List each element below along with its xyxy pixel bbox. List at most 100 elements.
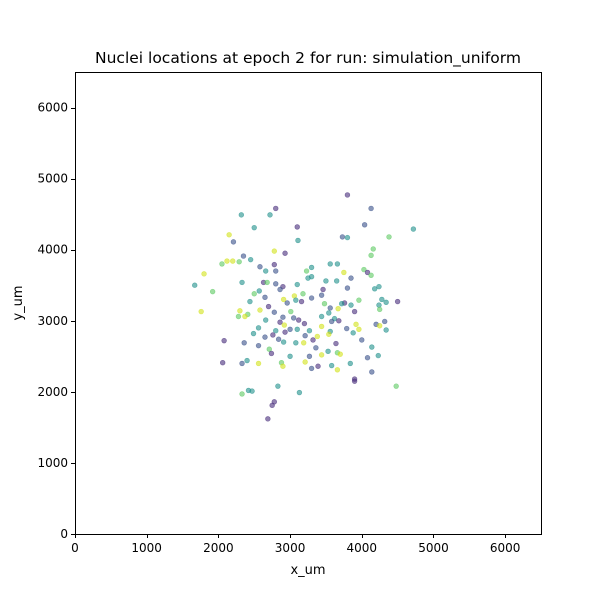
data-point (318, 292, 325, 298)
data-point (209, 288, 216, 295)
data-point (280, 296, 287, 303)
data-point (280, 363, 286, 369)
data-point (379, 296, 385, 303)
data-point (275, 336, 282, 342)
data-point (301, 320, 308, 327)
data-point (271, 248, 278, 254)
data-point (219, 360, 226, 366)
data-point (306, 328, 313, 334)
y-axis-label: y_um (11, 285, 26, 320)
data-point (386, 234, 392, 240)
data-point (294, 326, 300, 332)
data-point (393, 383, 399, 389)
data-point (327, 305, 333, 311)
data-point (249, 388, 255, 394)
data-point (320, 286, 326, 293)
data-point (334, 261, 341, 267)
y-tick-label: 5000 (37, 172, 68, 186)
data-point (235, 313, 242, 320)
y-tick-label: 4000 (37, 243, 68, 257)
x-axis-label: x_um (290, 563, 325, 578)
data-point (219, 261, 225, 267)
data-point (251, 224, 257, 231)
data-point (314, 333, 321, 340)
data-point (348, 302, 354, 308)
data-point (334, 367, 341, 373)
data-point (264, 279, 270, 286)
x-tick-label: 4000 (346, 541, 377, 555)
data-point (356, 326, 362, 332)
data-point (341, 269, 347, 276)
data-point (239, 279, 245, 286)
data-point (328, 362, 335, 369)
data-point (290, 315, 297, 321)
y-axis-ticks: 0 1000 2000 3000 4000 5000 6000 (37, 101, 75, 541)
data-point (337, 351, 343, 357)
data-point (333, 340, 339, 347)
data-point (266, 346, 272, 352)
x-tick-label: 1000 (131, 541, 162, 555)
plot-area-background (75, 72, 541, 534)
data-point (230, 258, 236, 264)
data-point (338, 301, 345, 307)
data-point (281, 322, 288, 328)
data-point (308, 365, 315, 372)
data-point (295, 237, 301, 244)
data-point (344, 325, 350, 332)
data-point (326, 331, 332, 337)
plot-frame (75, 72, 542, 535)
data-point (361, 222, 368, 228)
y-tick-label: 6000 (37, 101, 68, 115)
data-point (257, 264, 263, 270)
data-point (302, 359, 308, 365)
data-point (273, 328, 279, 334)
data-point (368, 252, 374, 259)
data-point (247, 256, 254, 263)
data-point (344, 285, 351, 291)
data-point (356, 297, 362, 303)
data-point (361, 266, 367, 273)
data-point (323, 278, 329, 284)
data-point (302, 332, 308, 339)
data-point (262, 294, 268, 301)
data-point (294, 281, 300, 288)
data-point (351, 378, 358, 384)
data-point (221, 337, 227, 344)
data-point (268, 350, 275, 357)
data-point (369, 369, 375, 375)
data-point (282, 329, 288, 335)
data-point (351, 308, 358, 315)
data-point (375, 352, 381, 359)
data-point (335, 305, 341, 312)
data-point (339, 234, 346, 240)
data-point (350, 330, 356, 336)
data-point (267, 212, 273, 218)
data-point (265, 416, 271, 422)
data-point (313, 345, 319, 351)
data-point (238, 212, 245, 218)
data-point (255, 360, 262, 367)
data-point (333, 278, 340, 284)
data-point (321, 301, 328, 307)
data-point (263, 317, 269, 323)
data-point (293, 297, 299, 303)
x-tick-label: 3000 (275, 541, 306, 555)
data-point (371, 286, 378, 292)
data-point (280, 339, 287, 345)
data-point (364, 269, 371, 276)
data-point (256, 288, 262, 294)
data-point (198, 308, 204, 315)
data-point (273, 268, 279, 274)
data-point (293, 340, 299, 346)
data-point (263, 268, 269, 274)
data-point (383, 299, 389, 305)
data-point (348, 275, 354, 281)
data-point (300, 340, 307, 346)
data-point (308, 264, 315, 271)
data-point (394, 298, 401, 305)
data-point (295, 317, 302, 323)
data-point (271, 261, 278, 268)
data-point (336, 318, 342, 324)
data-point (265, 303, 272, 310)
